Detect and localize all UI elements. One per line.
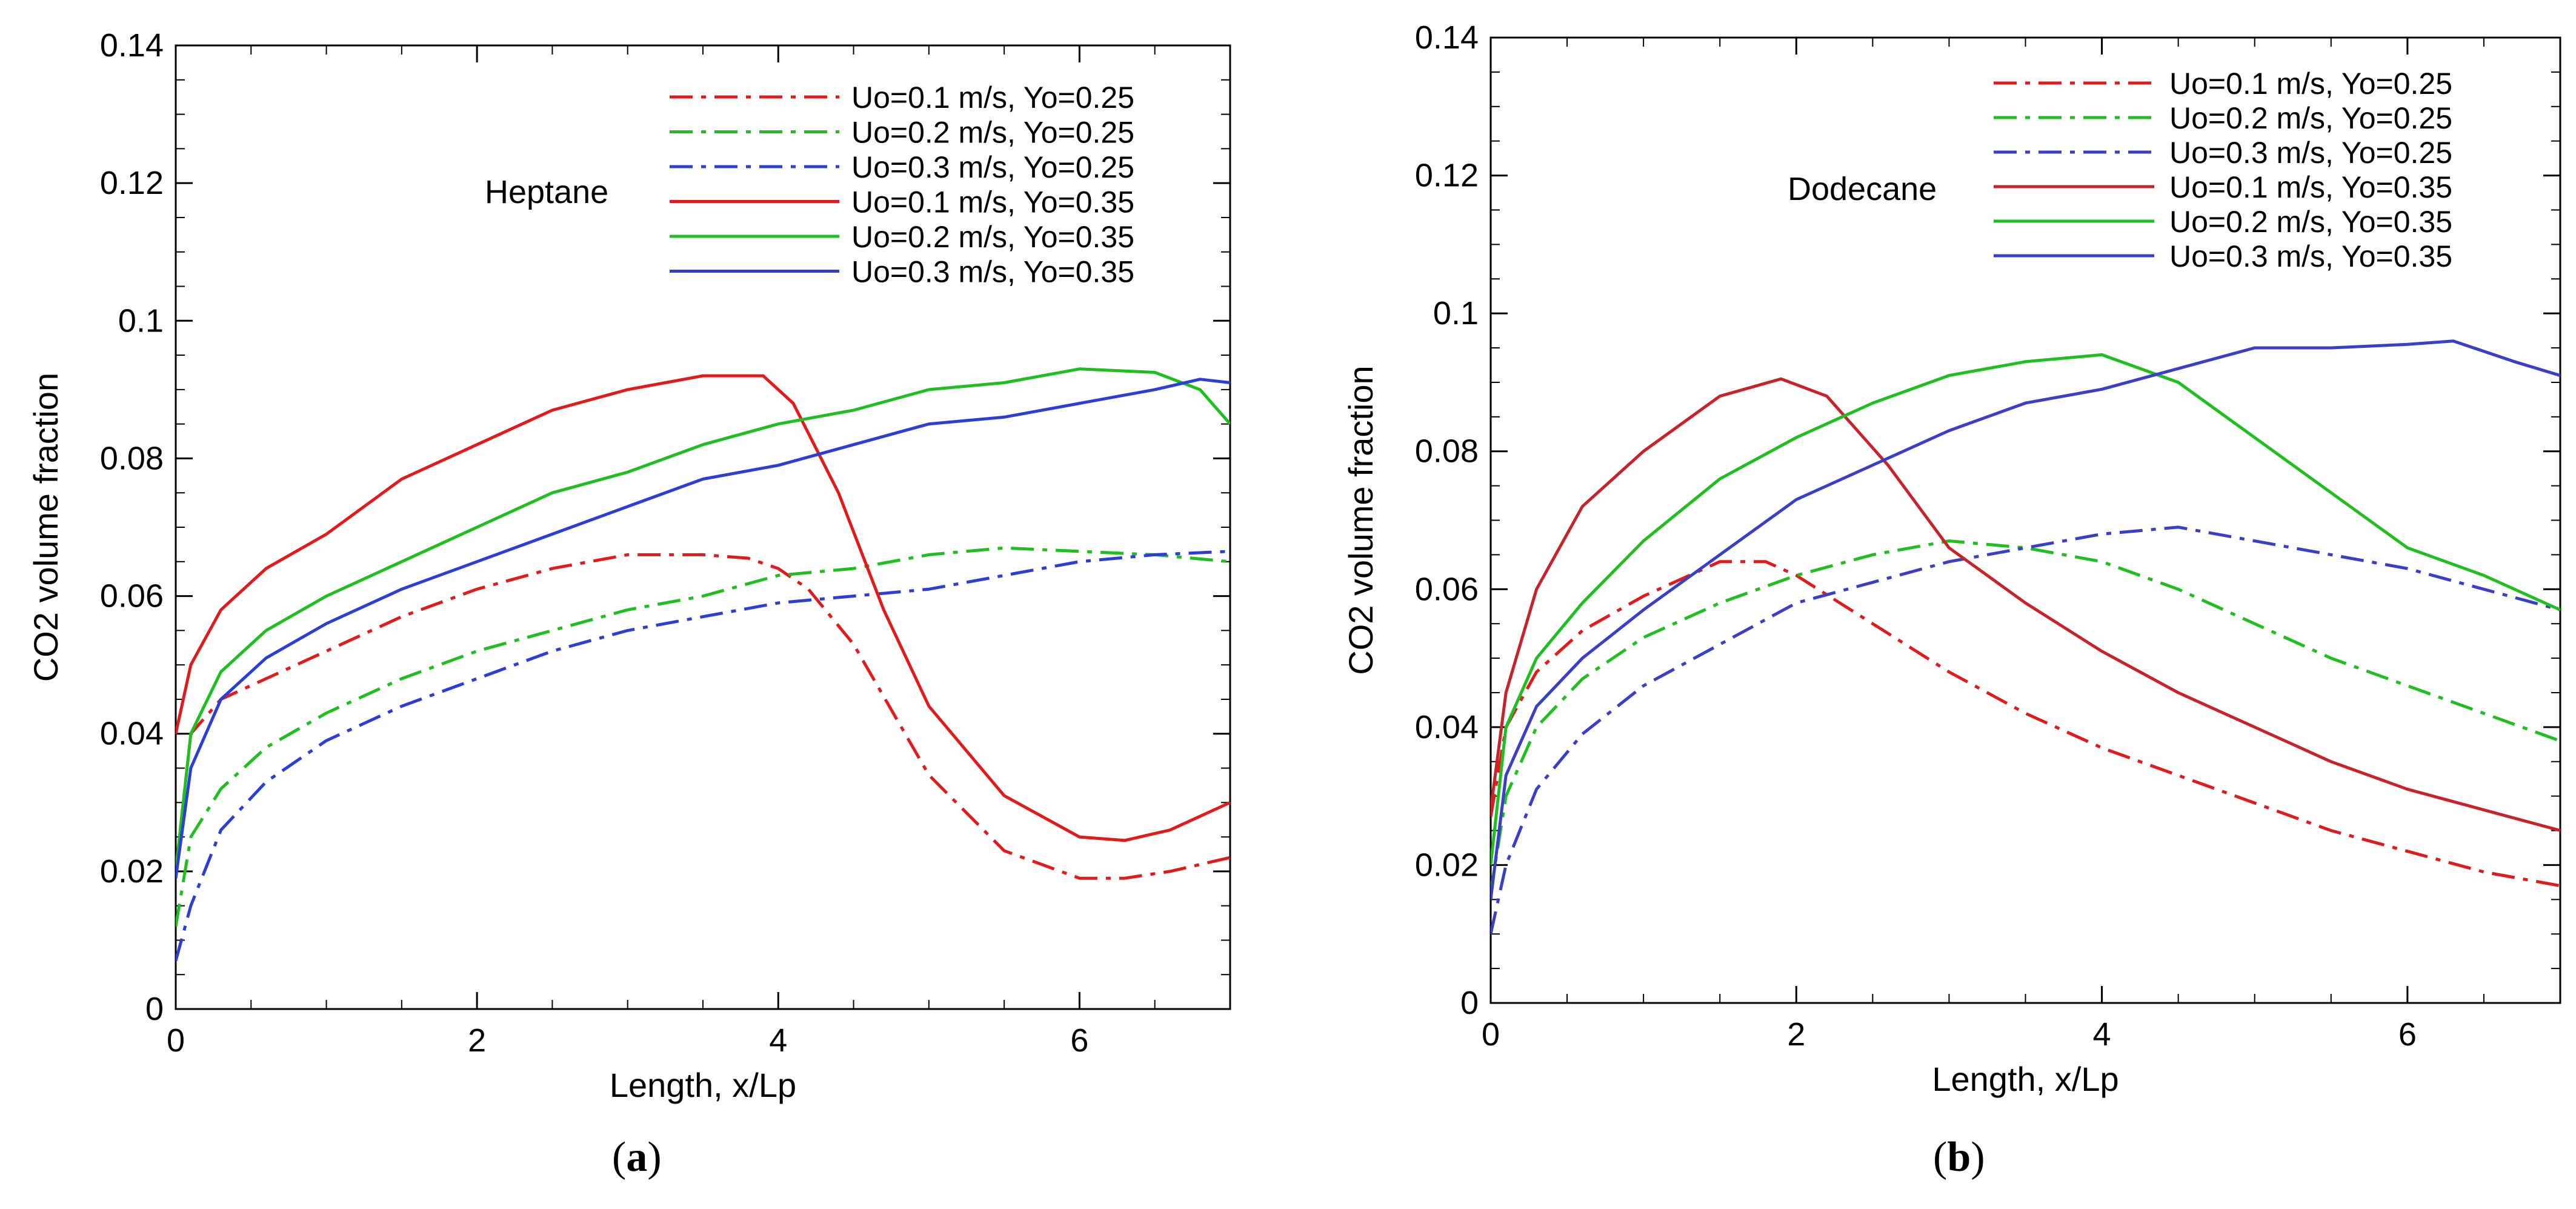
series-line-2: [1491, 539, 2560, 893]
y-tick-label: 0.06: [100, 578, 164, 614]
y-tick-label: 0.14: [1415, 19, 1479, 56]
legend-label: Uo=0.2 m/s, Yo=0.35: [2169, 205, 2452, 239]
x-axis-label: Length, x/Lp: [1932, 1060, 2118, 1098]
series-group: [1491, 339, 2560, 934]
x-tick-label: 6: [1070, 1022, 1088, 1059]
series-line-1: [176, 553, 1230, 880]
legend-label: Uo=0.3 m/s, Yo=0.25: [851, 150, 1134, 184]
series-line-4: [1491, 377, 2560, 832]
y-axis-label: CO2 volume fraction: [1342, 365, 1380, 674]
x-tick-label: 4: [2093, 1016, 2111, 1053]
series-line-3: [1491, 525, 2560, 934]
legend-label: Uo=0.3 m/s, Yo=0.35: [2169, 239, 2452, 273]
y-tick-label: 0.06: [1415, 571, 1479, 607]
series-line-6: [1491, 339, 2560, 900]
series-line-1: [1491, 560, 2560, 888]
legend-label: Uo=0.2 m/s, Yo=0.35: [851, 220, 1134, 254]
x-tick-label: 0: [1482, 1016, 1500, 1053]
y-tick-label: 0.12: [100, 165, 164, 201]
y-tick-label: 0.14: [100, 27, 164, 64]
legend-label: Uo=0.2 m/s, Yo=0.25: [851, 116, 1134, 150]
x-axis-label: Length, x/Lp: [610, 1066, 796, 1104]
y-tick-label: 0.04: [1415, 709, 1479, 745]
y-tick-label: 0.02: [100, 853, 164, 890]
series-group: [176, 367, 1230, 962]
legend-label: Uo=0.1 m/s, Yo=0.35: [851, 185, 1134, 219]
legend-label: Uo=0.3 m/s, Yo=0.35: [851, 255, 1134, 289]
x-tick-label: 4: [769, 1022, 787, 1059]
legend-label: Uo=0.1 m/s, Yo=0.35: [2169, 170, 2452, 204]
x-tick-label: 2: [1787, 1016, 1805, 1053]
caption-b-label: b: [1947, 1134, 1971, 1181]
series-line-3: [176, 550, 1230, 962]
y-axis-label: CO2 volume fraction: [27, 373, 65, 682]
x-tick-label: 6: [2398, 1016, 2417, 1053]
y-tick-label: 0.1: [118, 302, 164, 339]
series-line-5: [176, 367, 1230, 872]
caption-a: (a): [612, 1134, 662, 1181]
caption-a-label: a: [626, 1134, 648, 1181]
caption-b: (b): [1933, 1134, 1985, 1181]
fuel-annotation: Heptane: [485, 174, 608, 210]
y-tick-label: 0.08: [100, 440, 164, 476]
y-tick-label: 0.04: [100, 716, 164, 752]
series-line-5: [1491, 353, 2560, 865]
series-line-2: [176, 546, 1230, 927]
x-tick-label: 0: [167, 1022, 185, 1059]
legend-label: Uo=0.1 m/s, Yo=0.25: [2169, 67, 2452, 101]
y-tick-label: 0.12: [1415, 158, 1479, 194]
y-tick-label: 0.1: [1433, 295, 1479, 331]
chart-panel-b: 0 0.02 0.04 0.06 0.08 0.1 0.12 0.14 0 2 4 6 Length, …: [1342, 19, 2561, 1098]
y-tick-label: 0: [145, 991, 164, 1027]
series-line-4: [176, 374, 1230, 842]
fuel-annotation: Dodecane: [1788, 171, 1937, 207]
x-tick-label: 2: [468, 1022, 486, 1059]
y-tick-label: 0.08: [1415, 433, 1479, 470]
chart-panel-a: 0 0.02 0.04 0.06 0.08 0.1 0.12 0.14 0 2 4 6 Length, …: [27, 27, 1231, 1104]
legend-label: Uo=0.1 m/s, Yo=0.25: [851, 81, 1134, 115]
legend-label: Uo=0.3 m/s, Yo=0.25: [2169, 136, 2452, 170]
y-tick-label: 0.02: [1415, 847, 1479, 883]
y-tick-label: 0: [1460, 985, 1479, 1021]
legend-label: Uo=0.2 m/s, Yo=0.25: [2169, 101, 2452, 135]
series-line-6: [176, 378, 1230, 879]
